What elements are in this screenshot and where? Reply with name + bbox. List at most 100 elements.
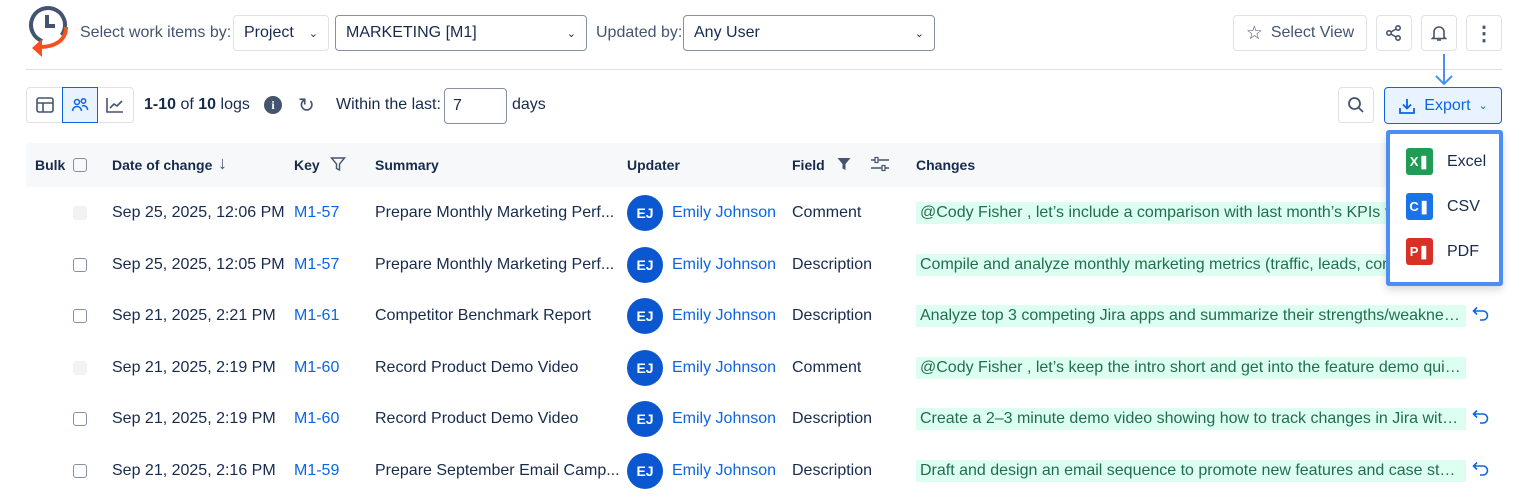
field-cell: Comment	[792, 204, 862, 221]
export-label: Export	[1424, 96, 1471, 114]
days-label: days	[512, 96, 546, 113]
row-checkbox	[73, 361, 87, 375]
row-checkbox	[73, 206, 87, 220]
updater-link[interactable]: Emily Johnson	[672, 256, 777, 273]
key-link[interactable]: M1-60	[294, 359, 340, 376]
search-icon	[1348, 97, 1364, 113]
chart-icon	[106, 98, 124, 113]
updater-link[interactable]: Emily Johnson	[672, 462, 777, 479]
select-work-items-label: Select work items by:	[80, 24, 232, 41]
row-checkbox[interactable]	[73, 258, 87, 272]
field-cell: Description	[792, 307, 873, 324]
table-header	[26, 143, 1502, 187]
export-button[interactable]: Export ⌄	[1384, 87, 1502, 124]
export-option-pdf[interactable]: P❚ PDF	[1406, 238, 1479, 265]
column-settings-icon[interactable]	[870, 156, 890, 172]
avatar: EJ	[627, 350, 663, 386]
table-row: Sep 25, 2025, 12:06 PM M1-57 Prepare Mon…	[0, 187, 1523, 239]
key-link[interactable]: M1-57	[294, 204, 340, 221]
more-options-button[interactable]: ⋮	[1466, 15, 1502, 51]
date-cell: Sep 21, 2025, 2:21 PM	[112, 307, 276, 324]
log-unit: logs	[220, 96, 250, 113]
summary-cell: Record Product Demo Video	[375, 359, 579, 376]
avatar: EJ	[627, 453, 663, 489]
row-checkbox[interactable]	[73, 309, 87, 323]
export-option-excel[interactable]: X❚ Excel	[1406, 148, 1486, 175]
chevron-down-icon: ⌄	[308, 27, 318, 40]
days-input[interactable]	[444, 88, 507, 124]
project-dropdown[interactable]: MARKETING [M1] ⌄	[335, 15, 587, 51]
export-option-label: Excel	[1447, 152, 1487, 170]
download-icon	[1399, 98, 1416, 114]
date-cell: Sep 25, 2025, 12:06 PM	[112, 204, 285, 221]
log-range: 1-10	[144, 96, 177, 113]
table-row: Sep 21, 2025, 2:19 PM M1-60 Record Produ…	[0, 342, 1523, 394]
row-checkbox[interactable]	[73, 412, 87, 426]
updated-by-dropdown[interactable]: Any User ⌄	[683, 15, 935, 51]
table-row: Sep 21, 2025, 2:21 PM M1-61 Competitor B…	[0, 290, 1523, 342]
column-bulk: Bulk	[35, 157, 66, 173]
column-changes: Changes	[916, 157, 976, 173]
notifications-button[interactable]	[1421, 15, 1457, 51]
field-cell: Description	[792, 462, 873, 479]
log-of: of	[180, 96, 194, 113]
table-view-button[interactable]	[27, 88, 62, 122]
filter-active-icon[interactable]	[836, 156, 852, 172]
avatar: EJ	[627, 195, 663, 231]
key-link[interactable]: M1-60	[294, 410, 340, 427]
share-icon	[1386, 25, 1401, 41]
updater-link[interactable]: Emily Johnson	[672, 410, 777, 427]
field-cell: Description	[792, 410, 873, 427]
column-field: Field	[792, 157, 825, 173]
filter-icon[interactable]	[330, 156, 346, 172]
users-icon	[71, 98, 89, 112]
updated-by-value: Any User	[694, 24, 760, 41]
arrow-down-annotation-icon	[1435, 54, 1453, 86]
app-logo-icon	[29, 6, 68, 57]
chevron-down-icon: ⌄	[566, 27, 576, 40]
export-option-csv[interactable]: C❚ CSV	[1406, 193, 1480, 220]
summary-cell: Competitor Benchmark Report	[375, 307, 592, 324]
key-link[interactable]: M1-57	[294, 256, 340, 273]
change-cell: Analyze top 3 competing Jira apps and su…	[916, 305, 1466, 327]
log-total: 10	[198, 96, 217, 113]
search-button[interactable]	[1338, 87, 1374, 123]
updater-link[interactable]: Emily Johnson	[672, 204, 777, 221]
bulk-select-all-checkbox[interactable]	[73, 158, 87, 172]
select-by-dropdown[interactable]: Project ⌄	[233, 15, 329, 51]
revert-icon[interactable]	[1472, 306, 1490, 327]
key-link[interactable]: M1-61	[294, 307, 340, 324]
avatar: EJ	[627, 401, 663, 437]
bell-icon	[1431, 26, 1447, 41]
select-view-button[interactable]: ☆ Select View	[1233, 15, 1367, 51]
column-summary: Summary	[375, 157, 439, 173]
change-cell: @Cody Fisher , let’s keep the intro shor…	[916, 357, 1466, 379]
summary-cell: Record Product Demo Video	[375, 410, 579, 427]
change-cell: Compile and analyze monthly marketing me…	[916, 254, 1404, 276]
chart-view-button[interactable]	[98, 88, 133, 122]
header-divider	[26, 69, 1502, 70]
updated-by-label: Updated by:	[596, 24, 683, 41]
row-checkbox[interactable]	[73, 464, 87, 478]
export-option-label: PDF	[1447, 242, 1479, 260]
updater-link[interactable]: Emily Johnson	[672, 359, 777, 376]
refresh-icon[interactable]: ↻	[298, 95, 315, 117]
revert-icon[interactable]	[1472, 461, 1490, 482]
log-count: 1-10 of 10 logs	[144, 96, 250, 114]
pdf-icon: P❚	[1406, 238, 1433, 265]
column-date[interactable]: Date of change	[112, 157, 213, 173]
chevron-down-icon: ⌄	[914, 27, 924, 40]
revert-icon[interactable]	[1472, 409, 1490, 430]
updater-link[interactable]: Emily Johnson	[672, 307, 777, 324]
within-last-label: Within the last:	[336, 96, 441, 113]
sort-descending-icon[interactable]: ↓	[218, 153, 227, 173]
key-link[interactable]: M1-59	[294, 462, 340, 479]
excel-icon: X❚	[1406, 148, 1433, 175]
summary-cell: Prepare Monthly Marketing Perf...	[375, 256, 615, 273]
info-icon[interactable]: i	[264, 96, 282, 114]
view-toggle-group	[26, 87, 134, 123]
user-view-button[interactable]	[62, 87, 98, 123]
share-button[interactable]	[1376, 15, 1412, 51]
change-cell: Draft and design an email sequence to pr…	[916, 460, 1466, 482]
export-menu: X❚ Excel C❚ CSV P❚ PDF	[1386, 130, 1503, 286]
